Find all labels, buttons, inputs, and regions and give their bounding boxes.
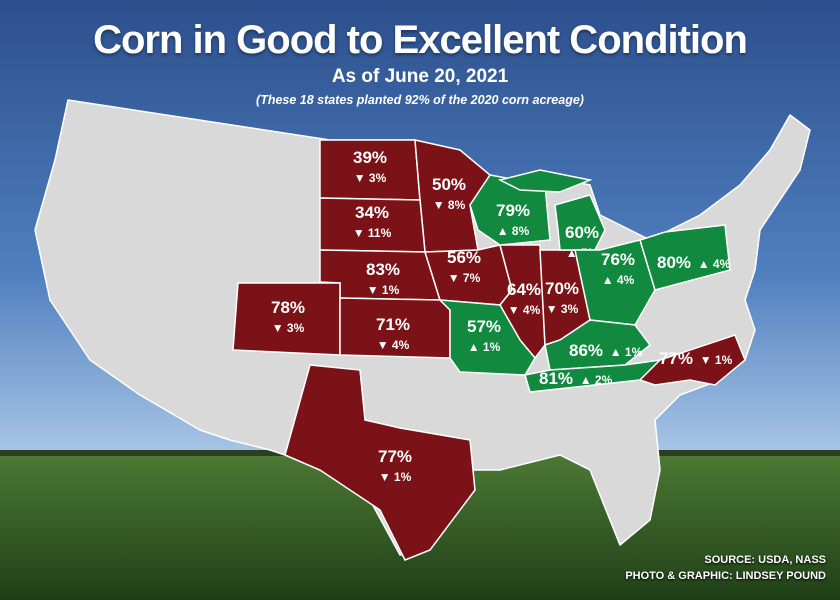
state-il-change: ▼ 4% [508, 303, 541, 317]
state-tn-pct: 81% [539, 369, 573, 388]
state-sd-pct: 34% [355, 203, 389, 222]
state-ky-pct: 86% [569, 341, 603, 360]
state-mi-pct: 60% [565, 223, 599, 242]
state-tx [284, 364, 476, 561]
state-wi-change: ▲ 8% [497, 224, 530, 238]
state-in-pct: 70% [545, 279, 579, 298]
state-nd-pct: 39% [353, 148, 387, 167]
state-ia-change: ▼ 7% [448, 271, 481, 285]
state-ks-pct: 71% [376, 315, 410, 334]
page-title: Corn in Good to Excellent Condition [93, 18, 748, 62]
state-co-change: ▼ 3% [272, 321, 305, 335]
state-in-change: ▼ 3% [546, 302, 579, 316]
state-pa [639, 224, 731, 291]
state-nc [638, 334, 746, 386]
state-mn-change: ▼ 8% [433, 198, 466, 212]
state-ia-pct: 56% [447, 248, 481, 267]
source-credit: SOURCE: USDA, NASS [704, 554, 826, 566]
state-mn-pct: 50% [432, 175, 466, 194]
state-wi-pct: 79% [496, 201, 530, 220]
state-wi [469, 174, 551, 246]
state-tx-change: ▼ 1% [379, 470, 412, 484]
state-nd-change: ▼ 3% [354, 171, 387, 185]
state-mo-pct: 57% [467, 317, 501, 336]
state-mi [497, 169, 593, 193]
state-ne-change: ▼ 1% [367, 283, 400, 297]
state-tn-change: ▲ 2% [580, 373, 613, 387]
state-pa-pct: 80% [657, 253, 691, 272]
state-pa-change: ▲ 4% [698, 257, 731, 271]
state-mo-change: ▲ 1% [468, 340, 501, 354]
state-il-pct: 64% [507, 280, 541, 299]
state-sd-change: ▼ 11% [353, 226, 392, 240]
state-nc-pct: 77% [659, 349, 693, 368]
state-oh-pct: 76% [601, 250, 635, 269]
state-oh-change: ▲ 4% [602, 273, 635, 287]
subtitle-date: As of June 20, 2021 [331, 66, 509, 87]
state-ne-pct: 83% [366, 260, 400, 279]
state-tx-pct: 77% [378, 447, 412, 466]
state-co-pct: 78% [271, 298, 305, 317]
state-nc-change: ▼ 1% [700, 353, 733, 367]
state-ks-change: ▼ 4% [377, 338, 410, 352]
subtitle-note: (These 18 states planted 92% of the 2020… [256, 93, 584, 107]
photo-credit: PHOTO & GRAPHIC: LINDSEY POUND [625, 570, 826, 582]
state-co [232, 282, 341, 356]
state-ky-change: ▲ 1% [610, 345, 643, 359]
